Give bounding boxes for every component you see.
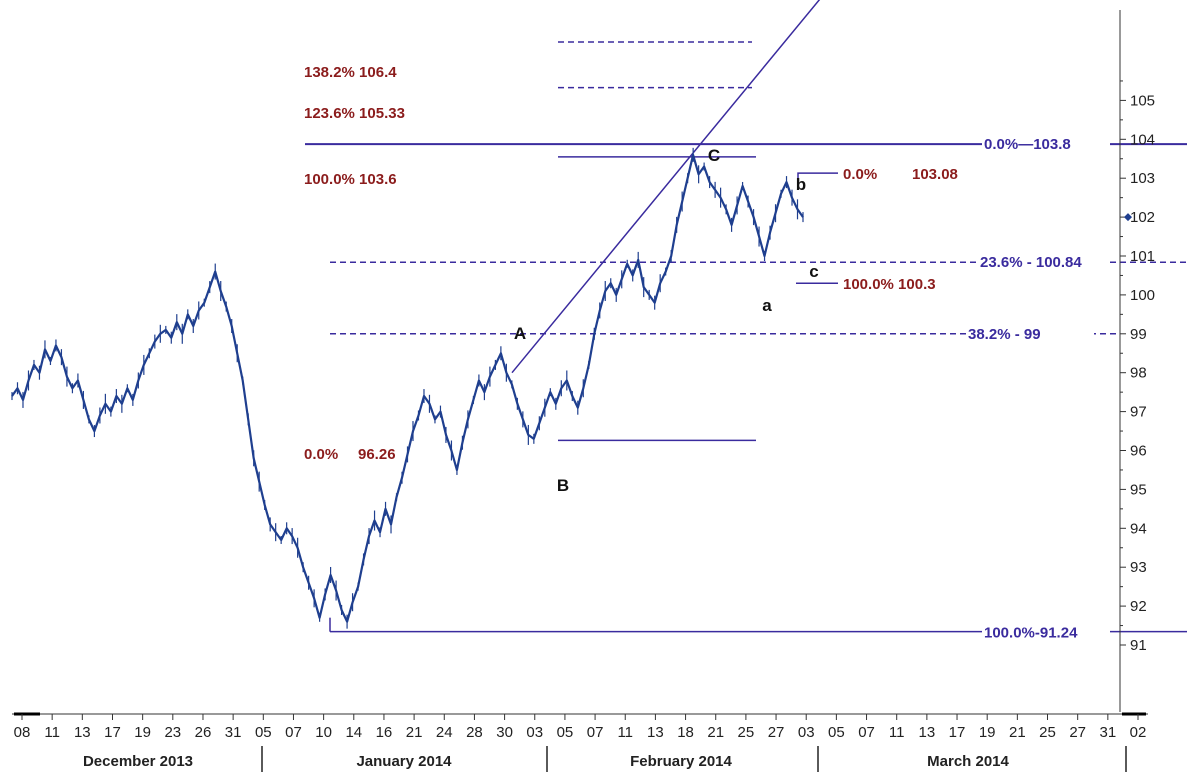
x-tick-label: 16 xyxy=(376,724,393,741)
month-label: January 2014 xyxy=(356,753,452,770)
x-tick-label: 14 xyxy=(345,724,362,741)
x-tick-label: 27 xyxy=(1069,724,1086,741)
y-tick-label: 95 xyxy=(1130,481,1147,498)
wave-label-c: c xyxy=(809,262,818,281)
y-tick-label: 105 xyxy=(1130,92,1155,109)
x-tick-label: 08 xyxy=(14,724,31,741)
x-tick-label: 31 xyxy=(1099,724,1116,741)
x-tick-label: 05 xyxy=(557,724,574,741)
x-tick-label: 03 xyxy=(798,724,815,741)
x-tick-label: 21 xyxy=(707,724,724,741)
x-tick-label: 07 xyxy=(858,724,875,741)
x-tick-label: 24 xyxy=(436,724,453,741)
y-tick-label: 99 xyxy=(1130,326,1147,343)
price-line xyxy=(11,153,804,623)
y-tick-label: 100 xyxy=(1130,287,1155,304)
x-tick-label: 11 xyxy=(889,724,905,741)
x-tick-label: 26 xyxy=(195,724,212,741)
x-tick-label: 11 xyxy=(617,724,633,741)
fib-label-bg xyxy=(966,324,1094,343)
x-tick-label: 27 xyxy=(768,724,785,741)
x-tick-label: 13 xyxy=(919,724,936,741)
x-tick-label: 19 xyxy=(979,724,996,741)
x-tick-label: 25 xyxy=(738,724,755,741)
fib-label-left: 100.0% 103.6 xyxy=(304,171,397,188)
y-tick-label: 91 xyxy=(1130,637,1147,654)
y-tick-label: 104 xyxy=(1130,131,1155,148)
x-tick-label: 11 xyxy=(44,724,60,741)
fib-label-right: 0.0%—103.8 xyxy=(984,136,1071,153)
fib-label-left-value: 96.26 xyxy=(358,446,396,463)
y-axis: 91 92 93 94 95 96 97 98 99 100 101 102 103 104 105 xyxy=(1119,10,1155,712)
fib-label-bg xyxy=(982,623,1110,642)
fib-abc-pct: 0.0% xyxy=(843,166,877,183)
x-tick-label: 03 xyxy=(526,724,543,741)
fib-lines xyxy=(305,0,1187,633)
x-tick-label: 25 xyxy=(1039,724,1056,741)
x-tick-label: 10 xyxy=(315,724,332,741)
x-tick-label: 31 xyxy=(225,724,242,741)
wave-label-B: B xyxy=(557,476,569,495)
x-tick-label: 17 xyxy=(104,724,121,741)
price-series xyxy=(11,147,804,629)
x-tick-label: 18 xyxy=(677,724,694,741)
fib-labels: 138.2% 106.4 123.6% 105.33 100.0% 103.6 0.0… xyxy=(304,64,1110,642)
trend-line xyxy=(511,0,821,374)
x-tick-label: 13 xyxy=(74,724,91,741)
month-label: December 2013 xyxy=(83,753,193,770)
wave-label-A: A xyxy=(514,324,526,343)
x-tick-label: 05 xyxy=(255,724,272,741)
x-tick-label: 02 xyxy=(1130,724,1147,741)
current-value-marker xyxy=(1124,213,1132,222)
y-tick-label: 102 xyxy=(1130,209,1155,226)
month-label: February 2014 xyxy=(630,753,732,770)
month-label: March 2014 xyxy=(927,753,1009,770)
x-tick-label: 07 xyxy=(285,724,302,741)
y-tick-label: 98 xyxy=(1130,365,1147,382)
x-tick-label: 30 xyxy=(496,724,513,741)
y-tick-label: 101 xyxy=(1130,248,1155,265)
fib-abc-value: 103.08 xyxy=(912,166,958,183)
x-axis: 08 11 13 17 19 23 26 31 05 07 10 14 16 21 24 28 30 03 05 07… xyxy=(12,712,1148,772)
x-tick-label: 17 xyxy=(949,724,966,741)
x-tick-label: 07 xyxy=(587,724,604,741)
fib-label-left: 123.6% 105.33 xyxy=(304,105,405,122)
y-tick-label: 94 xyxy=(1130,520,1147,537)
wave-label-b: b xyxy=(796,175,806,194)
x-tick-label: 23 xyxy=(164,724,181,741)
abc-line-b xyxy=(797,172,838,181)
x-tick-label: 05 xyxy=(828,724,845,741)
wave-label-C: C xyxy=(708,146,720,165)
y-tick-label: 92 xyxy=(1130,598,1147,615)
fib-label-left: 138.2% 106.4 xyxy=(304,64,397,81)
fib-label-bg xyxy=(982,135,1110,154)
y-tick-label: 96 xyxy=(1130,443,1147,460)
y-tick-label: 93 xyxy=(1130,559,1147,576)
x-tick-label: 13 xyxy=(647,724,664,741)
fib-label-right: 38.2% - 99 xyxy=(968,326,1041,343)
fib-label-bg xyxy=(978,253,1106,272)
x-tick-label: 21 xyxy=(1009,724,1026,741)
fib-label-right: 23.6% - 100.84 xyxy=(980,254,1082,271)
x-tick-label: 21 xyxy=(406,724,423,741)
y-tick-label: 97 xyxy=(1130,404,1147,421)
y-tick-label: 103 xyxy=(1130,170,1155,187)
x-tick-label: 19 xyxy=(134,724,151,741)
x-tick-label: 28 xyxy=(466,724,483,741)
fib-abc-label: 100.0% 100.3 xyxy=(843,276,936,293)
fib-label-right: 100.0%-91.24 xyxy=(984,625,1078,642)
fib-label-left-pct: 0.0% xyxy=(304,446,338,463)
wave-label-a: a xyxy=(762,296,772,315)
